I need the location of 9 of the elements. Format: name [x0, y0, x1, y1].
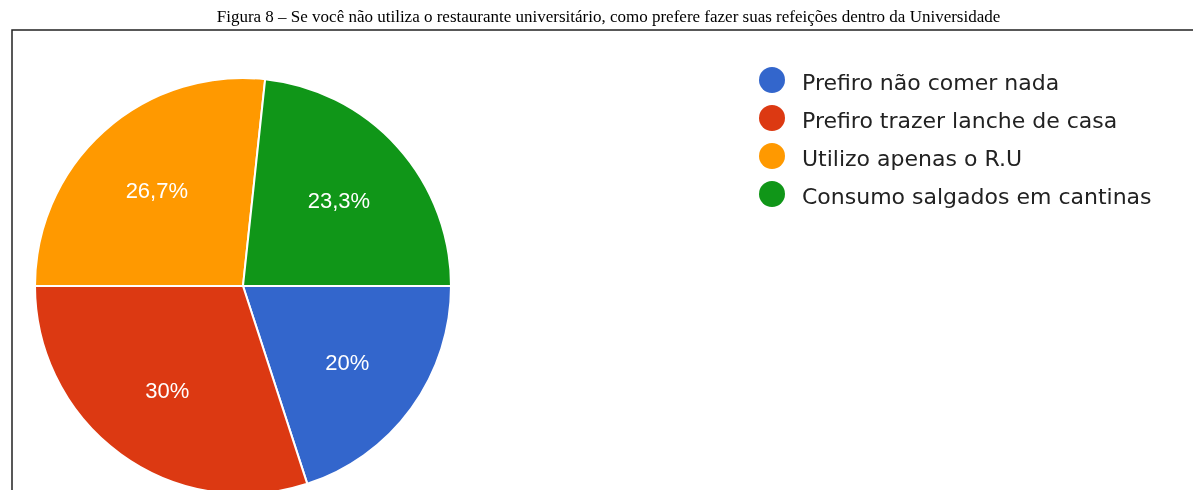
legend-label: Prefiro trazer lanche de casa [802, 107, 1118, 133]
legend-label: Consumo salgados em cantinas [802, 183, 1152, 209]
chart-title: Figura 8 – Se você não utiliza o restaurante universitário, como prefere fazer suas refeições dentro da Universidade [216, 7, 1001, 26]
legend-label: Prefiro não comer nada [802, 69, 1060, 95]
data-label: 23,3% [307, 187, 371, 213]
data-label: 30% [145, 378, 190, 404]
legend-label: Utilizo apenas o R.U [802, 145, 1022, 171]
data-label: 26,7% [125, 177, 188, 203]
data-label: 20% [325, 349, 370, 375]
